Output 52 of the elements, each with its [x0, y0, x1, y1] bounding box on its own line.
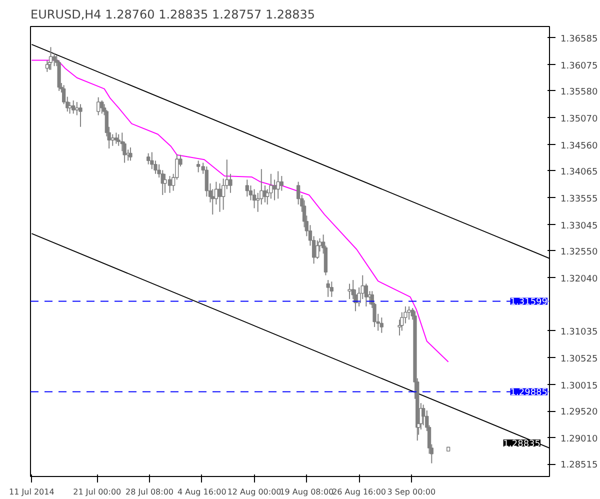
candlestick: [78, 104, 82, 128]
candlestick: [96, 96, 100, 116]
candlestick: [100, 100, 104, 114]
y-tick-label: 1.33555: [560, 194, 598, 204]
x-tick-label: 12 Aug 00:00: [227, 488, 282, 496]
chart-title: EURUSD,H4 1.28760 1.28835 1.28757 1.28835: [30, 8, 316, 22]
candlestick: [114, 132, 118, 144]
candlestick: [110, 134, 114, 146]
y-tick-label: 1.34065: [560, 167, 598, 178]
candlestick: [330, 281, 334, 298]
ref-line-label: 1.29885: [510, 388, 548, 398]
y-tick-label: 1.36585: [560, 34, 598, 44]
y-tick-label: 1.36075: [560, 61, 598, 72]
y-tick-label: 1.30015: [560, 381, 598, 392]
candlestick: [407, 306, 411, 320]
candlestick: [272, 179, 276, 201]
ref-line-label: 1.31599: [510, 298, 548, 308]
candlestick: [348, 283, 352, 300]
y-tick-label: 1.28515: [560, 460, 598, 471]
x-tick-label: 21 Jul 00:00: [73, 488, 122, 496]
candlestick: [252, 188, 256, 209]
y-tick-label: 1.34560: [560, 141, 598, 152]
candlestick: [218, 182, 222, 212]
y-tick-label: 1.32040: [560, 274, 598, 284]
candlestick: [276, 170, 280, 200]
x-tick-label: 4 Aug 16:00: [177, 488, 226, 496]
candlestick: [150, 152, 154, 170]
candlestick: [280, 175, 284, 192]
y-tick-label: 1.35070: [560, 114, 598, 124]
x-tick-label: 19 Aug 08:00: [280, 488, 334, 496]
candlestick: [316, 240, 320, 260]
candlestick: [380, 317, 384, 334]
candlestick: [146, 152, 150, 165]
y-tick-label: 1.35580: [560, 87, 598, 98]
annotation: 1.28835: [503, 440, 540, 450]
y-tick-label: 1.33045: [560, 221, 598, 232]
candlestick: [72, 100, 76, 114]
y-tick-label: 1.31035: [560, 327, 598, 338]
candlestick: [245, 179, 249, 198]
x-tick-label: 11 Jul 2014: [9, 488, 54, 496]
y-tick-label: 1.30525: [560, 354, 598, 364]
candlestick: [228, 173, 232, 194]
y-tick-label: 1.32550: [560, 247, 598, 258]
candlestick: [326, 280, 330, 298]
y-tick-label: 1.29010: [560, 434, 598, 444]
candlestick: [128, 146, 132, 162]
candlestick: [75, 102, 79, 116]
x-tick-label: 3 Sep 00:00: [387, 488, 436, 496]
y-tick-label: 1.29520: [560, 408, 598, 418]
x-tick-label: 26 Aug 16:00: [332, 488, 386, 496]
x-tick-label: 28 Jul 08:00: [126, 488, 174, 496]
line-series: [31, 60, 449, 362]
